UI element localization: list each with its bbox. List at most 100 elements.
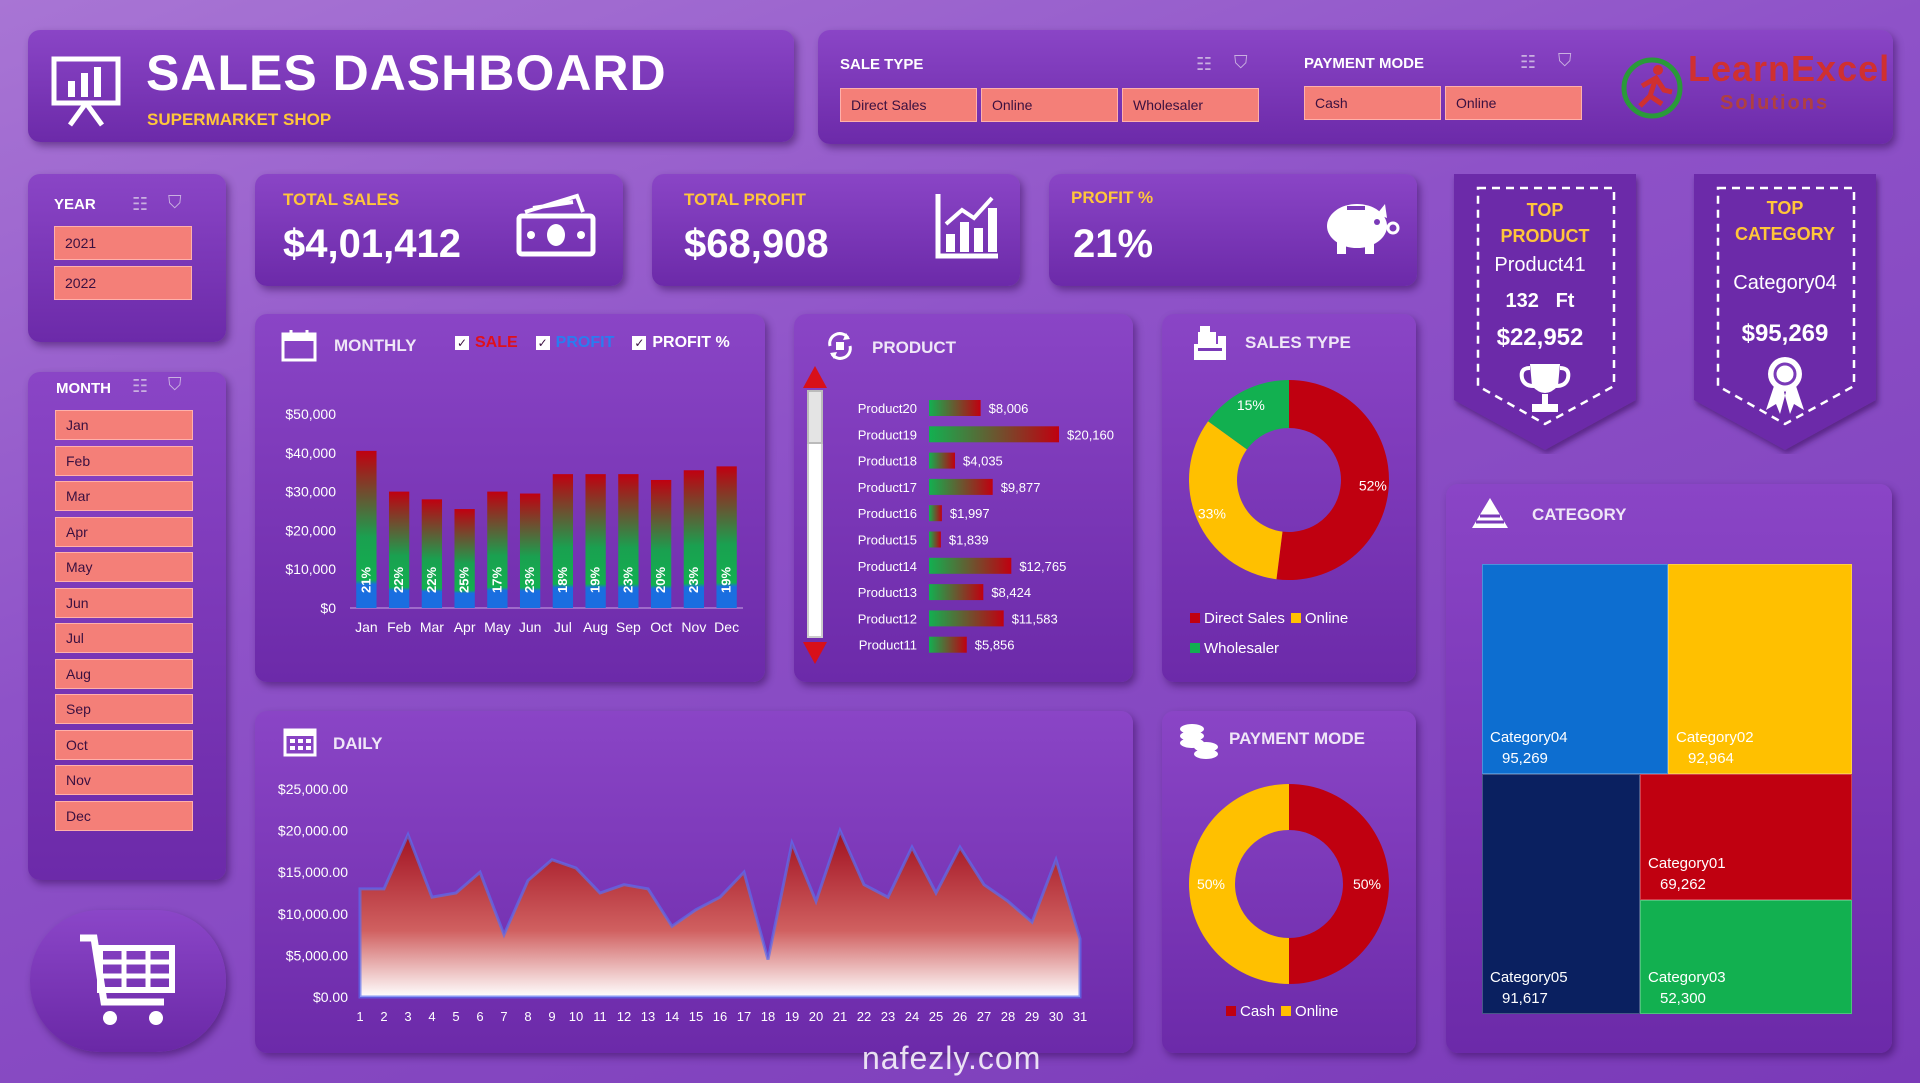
- product-value-label: $12,765: [1019, 559, 1066, 574]
- sale-type-option[interactable]: Direct Sales: [840, 88, 977, 122]
- legend-item[interactable]: Online: [1290, 610, 1348, 627]
- multi-select-icon[interactable]: ☷: [132, 194, 149, 214]
- monthly-bar[interactable]: [683, 470, 705, 608]
- checkbox-checked-icon[interactable]: ✓: [455, 336, 469, 350]
- clear-filter-icon[interactable]: ⛉: [168, 192, 182, 212]
- product-bar[interactable]: [929, 478, 993, 495]
- legend-swatch: [1190, 613, 1200, 623]
- product-bar[interactable]: [929, 636, 967, 653]
- month-option[interactable]: Jun: [55, 587, 193, 618]
- month-option[interactable]: Aug: [55, 658, 193, 689]
- month-option[interactable]: Oct: [55, 729, 193, 760]
- month-option[interactable]: Mar: [55, 481, 193, 511]
- sales-type-card: SALES TYPE 52% 33% 15% Direct Sales Online W…: [1162, 314, 1416, 682]
- cart-button[interactable]: [30, 910, 226, 1052]
- monthly-bar[interactable]: [552, 474, 574, 608]
- monthly-bar[interactable]: [618, 474, 639, 608]
- multi-select-icon[interactable]: ☷: [132, 376, 149, 396]
- monthly-bar[interactable]: [454, 509, 475, 608]
- treemap-value: 95,269: [1502, 750, 1548, 767]
- legend-item[interactable]: Online: [1281, 1003, 1338, 1020]
- product-bar[interactable]: [929, 557, 1012, 574]
- month-slicer: MONTH ☷ ⛉ Jan Feb Mar Apr May Jun Jul Aug Sep Oct…: [28, 372, 226, 880]
- month-option[interactable]: Sep: [55, 694, 193, 724]
- month-option[interactable]: Feb: [55, 445, 193, 476]
- treemap-tile[interactable]: Category03 52,300: [1640, 900, 1852, 1014]
- x-tick-label: Oct: [650, 619, 672, 635]
- product-bar[interactable]: [929, 452, 956, 469]
- clear-filter-icon[interactable]: ⛉: [1558, 50, 1572, 70]
- clear-filter-icon[interactable]: ⛉: [168, 374, 182, 394]
- product-bar[interactable]: [929, 426, 1059, 443]
- sale-type-option[interactable]: Online: [981, 88, 1118, 122]
- x-tick-label: May: [484, 619, 510, 635]
- sale-type-option[interactable]: Wholesaler: [1122, 88, 1259, 122]
- treemap-tile[interactable]: Category05 91,617: [1482, 774, 1640, 1014]
- donut-slice[interactable]: [1208, 380, 1289, 450]
- monthly-bar[interactable]: [519, 493, 541, 608]
- donut-slice[interactable]: [1189, 421, 1283, 580]
- donut-slice[interactable]: [1289, 784, 1389, 984]
- year-option[interactable]: 2022: [54, 266, 192, 300]
- product-cycle-icon: [828, 332, 852, 360]
- donut-slice[interactable]: [1189, 784, 1289, 984]
- month-option[interactable]: Apr: [55, 516, 193, 547]
- product-value-label: $20,160: [1067, 427, 1114, 442]
- daily-area[interactable]: [358, 826, 1082, 999]
- month-option[interactable]: May: [55, 552, 193, 582]
- legend-label: Cash: [1240, 1003, 1276, 1020]
- monthly-bar[interactable]: [356, 450, 377, 608]
- monthly-bar[interactable]: [585, 474, 606, 608]
- product-chart-card: PRODUCT Product20 $8,006 Product19 $20,160 P…: [794, 314, 1133, 682]
- month-option[interactable]: Jan: [55, 410, 193, 440]
- monthly-bar-chart: $50,000 $40,000 $30,000 $20,000 $10,000 $0 21%…: [285, 406, 743, 635]
- checkbox-checked-icon[interactable]: ✓: [535, 336, 550, 350]
- runner-logo-icon: [1621, 57, 1683, 119]
- legend-item[interactable]: Cash: [1226, 1003, 1275, 1020]
- multi-select-icon[interactable]: ☷: [1520, 52, 1537, 72]
- donut-slice[interactable]: [1276, 380, 1390, 580]
- product-bar[interactable]: [929, 531, 941, 548]
- product-scrollbar[interactable]: [801, 366, 829, 666]
- monthly-bar[interactable]: [388, 491, 410, 608]
- payment-mode-option[interactable]: Online: [1445, 86, 1582, 120]
- top-product-qty: 132 Ft: [1444, 290, 1636, 313]
- monthly-bar[interactable]: [650, 479, 672, 608]
- product-value-label: $8,424: [991, 585, 1031, 600]
- treemap-category: Category01: [1648, 855, 1726, 872]
- year-option[interactable]: 2021: [54, 226, 192, 260]
- scroll-down-arrow[interactable]: [803, 642, 827, 664]
- treemap-value: 92,964: [1688, 750, 1734, 767]
- monthly-bar[interactable]: [421, 499, 443, 608]
- x-tick-label: 1: [356, 1009, 363, 1024]
- page-subtitle: SUPERMARKET SHOP: [147, 110, 332, 129]
- total-sales-card: TOTAL SALES $4,01,412: [255, 174, 623, 286]
- product-bar[interactable]: [929, 584, 984, 601]
- legend-item[interactable]: Wholesaler: [1190, 640, 1279, 657]
- legend-item[interactable]: Direct Sales: [1190, 610, 1285, 627]
- multi-select-icon[interactable]: ☷: [1196, 54, 1213, 74]
- series-toggle[interactable]: ✓ SALE: [455, 334, 518, 352]
- clear-filter-icon[interactable]: ⛉: [1234, 52, 1248, 72]
- product-bar[interactable]: [929, 610, 1004, 627]
- product-bar[interactable]: [929, 505, 942, 522]
- x-tick-label: Mar: [420, 619, 444, 635]
- scroll-up-arrow[interactable]: [803, 366, 827, 388]
- month-option[interactable]: Jul: [55, 623, 193, 653]
- monthly-bar[interactable]: [487, 491, 508, 608]
- checkbox-checked-icon[interactable]: ✓: [632, 336, 647, 350]
- month-option[interactable]: Nov: [55, 765, 193, 795]
- monthly-bar[interactable]: [716, 466, 737, 608]
- product-bar[interactable]: [929, 400, 981, 416]
- calendar-grid-icon: [283, 728, 317, 757]
- treemap-tile[interactable]: Category04 95,269: [1482, 564, 1668, 774]
- series-toggle[interactable]: ✓ PROFIT: [535, 334, 614, 352]
- payment-mode-option[interactable]: Cash: [1304, 86, 1441, 120]
- series-toggle[interactable]: ✓ PROFIT %: [632, 334, 730, 352]
- treemap-tile[interactable]: Category01 69,262: [1640, 774, 1852, 900]
- scroll-thumb[interactable]: [807, 390, 823, 444]
- top-product-banner: TOP PRODUCT Product41 132 Ft $22,952: [1444, 174, 1646, 454]
- treemap-tile[interactable]: Category02 92,964: [1668, 564, 1852, 774]
- product-label: Product11: [859, 638, 917, 653]
- month-option[interactable]: Dec: [55, 800, 193, 831]
